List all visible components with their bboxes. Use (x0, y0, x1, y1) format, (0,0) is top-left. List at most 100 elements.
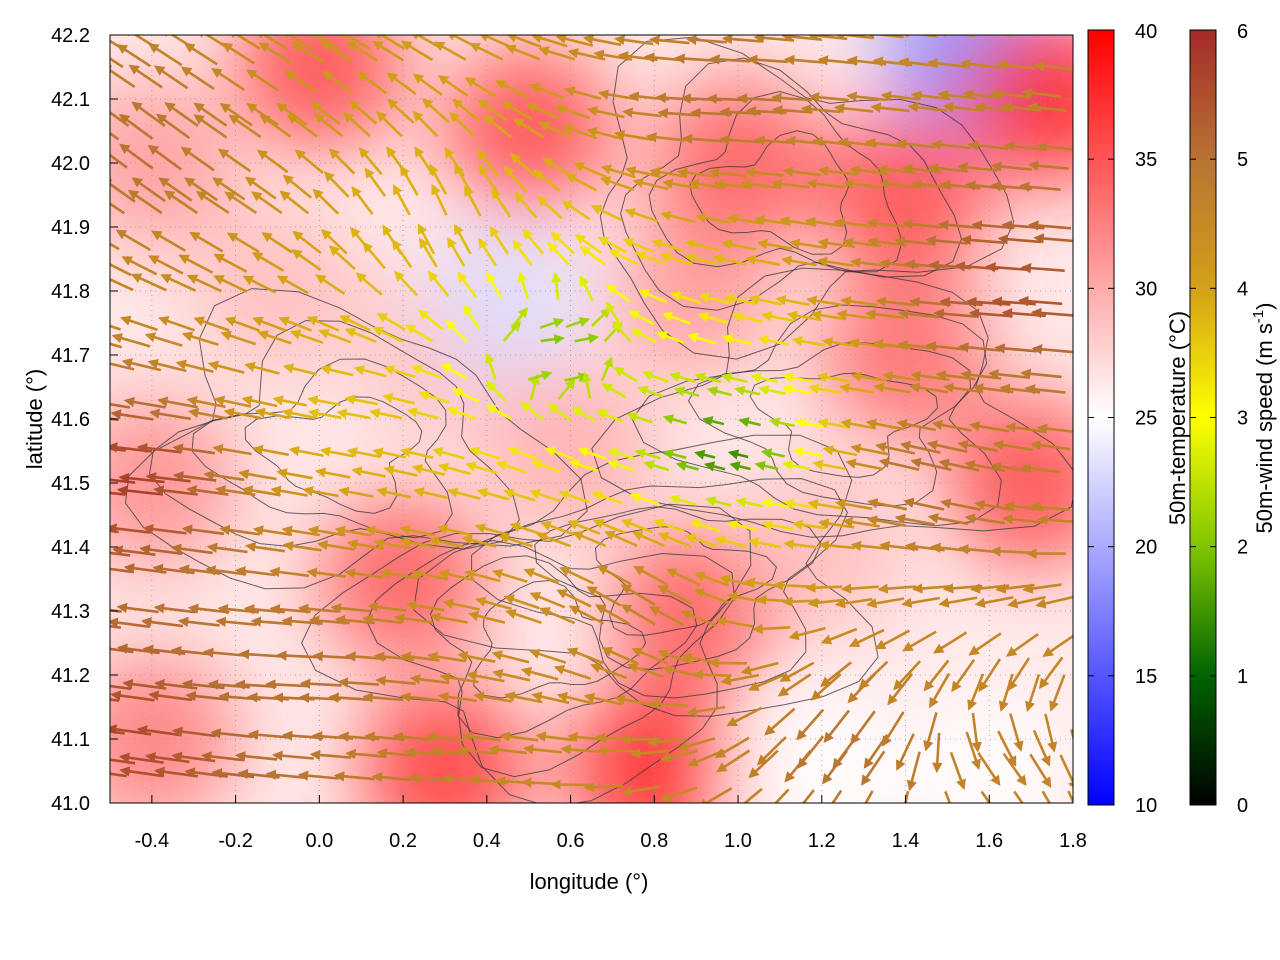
wind-arrow-209 (280, 35, 314, 51)
wind-arrow-118 (183, 42, 218, 66)
wind-arrow-736 (850, 371, 887, 383)
wind-arrow-166 (244, 361, 280, 375)
wind-arrow-576 (680, 610, 717, 627)
wind-arrow-465 (581, 371, 592, 399)
wind-arrow-806 (907, 102, 948, 113)
wind-arrow-924 (1027, 160, 1069, 171)
wind-colorbar-ticks: 0 1 2 3 4 5 6 (1190, 21, 1248, 817)
wind-arrow-9 (110, 551, 131, 557)
wind-arrow-604 (720, 673, 760, 686)
wind-arrow-583 (694, 449, 716, 460)
wind-arrow-431 (529, 489, 562, 503)
wind-arrow-887 (994, 343, 1038, 354)
wind-arrow-163 (252, 444, 290, 457)
wind-arrow-800 (904, 259, 946, 270)
wind-arrow-861 (960, 234, 1004, 246)
wind-arrow-923 (1018, 181, 1061, 192)
wind-arrow-139 (213, 275, 248, 293)
temperature-colorbar-tick-label-0: 10 (1135, 795, 1157, 817)
wind-arrow-366 (467, 610, 506, 624)
wind-arrow-282 (383, 465, 418, 477)
wind-arrow-463 (577, 447, 607, 460)
wind-arrow-188 (269, 566, 310, 578)
wind-arrow-473 (565, 173, 598, 192)
wind-arrow-442 (536, 195, 563, 220)
wind-arrow-112 (195, 191, 230, 214)
y-tick-label-0: 41.0 (51, 793, 90, 815)
y-tick-label-9: 41.9 (51, 217, 90, 239)
wind-arrow-615 (734, 385, 761, 396)
wind-arrow-481 (596, 745, 636, 756)
wind-arrow-672 (781, 460, 811, 471)
temperature-cell-1 (110, 398, 237, 568)
wind-arrow-779 (864, 35, 904, 39)
wind-arrow-191 (270, 485, 308, 497)
wind-arrow-739 (840, 296, 878, 307)
wind-arrow-720 (864, 790, 874, 803)
wind-arrow-207 (284, 70, 317, 93)
wind-arrow-540 (659, 786, 698, 802)
wind-arrow-280 (364, 525, 402, 537)
wind-arrow-603 (726, 706, 763, 727)
wind-arrow-413 (503, 165, 528, 193)
wind-arrow-266 (348, 99, 378, 125)
temperature-cell-2 (110, 78, 237, 248)
wind-arrow-921 (1033, 233, 1073, 244)
wind-arrow-433 (544, 446, 574, 460)
wind-arrow-108 (193, 316, 230, 332)
wind-arrow-140 (213, 253, 248, 273)
wind-arrow-602 (714, 736, 750, 759)
wind-arrow-399 (498, 533, 533, 548)
wind-arrow-414 (510, 152, 537, 178)
wind-arrow-298 (372, 40, 404, 62)
wind-arrow-524 (626, 412, 653, 424)
wind-arrow-464 (570, 406, 597, 423)
wind-arrow-292 (392, 184, 411, 216)
wind-arrow-723 (850, 710, 876, 745)
wind-arrow-705 (808, 383, 841, 395)
temperature-cell-20 (904, 686, 1073, 803)
wind-arrow-117 (180, 66, 215, 91)
wind-arrow-768 (865, 309, 904, 320)
wind-arrow-859 (966, 296, 1011, 308)
wind-arrow-294 (386, 146, 409, 176)
wind-arrow-326 (422, 98, 450, 124)
wind-arrow-843 (1009, 713, 1024, 752)
wind-arrow-200 (291, 249, 322, 271)
contour-1-1 (594, 526, 777, 636)
wind-arrow-322 (431, 183, 448, 216)
wind-arrow-348 (463, 304, 481, 330)
wind-arrow-319 (427, 270, 450, 298)
wind-arrow-786 (902, 630, 937, 652)
wind-arrow-645 (758, 384, 786, 396)
wind-arrow-572 (677, 737, 716, 752)
y-tick-label-11: 42.1 (51, 89, 90, 111)
wind-arrow-126 (215, 616, 258, 627)
wind-arrow-820 (927, 513, 969, 526)
wind-arrow-222 (314, 467, 351, 479)
wind-arrow-783 (923, 712, 938, 752)
wind-arrow-683 (771, 178, 810, 190)
wind-arrow-643 (760, 448, 785, 459)
wind-arrow-636 (752, 623, 791, 635)
wind-arrow-702 (812, 459, 846, 471)
wind-arrow-307 (405, 600, 445, 612)
wind-arrow-577 (693, 588, 730, 605)
wind-arrow-520 (620, 518, 654, 534)
wind-arrow-486 (594, 604, 631, 626)
wind-arrow-906 (1042, 634, 1073, 657)
wind-arrow-743 (843, 178, 883, 190)
wind-arrow-342 (437, 462, 471, 476)
x-tick-label-10: 1.6 (975, 830, 1003, 852)
wind-arrow-268 (346, 40, 379, 62)
wind-arrow-809 (898, 35, 938, 39)
wind-arrow-790 (894, 513, 936, 526)
wind-arrow-612 (729, 461, 751, 472)
wind-arrow-758 (877, 583, 917, 594)
wind-arrow-170 (251, 252, 285, 272)
wind-arrow-876 (1005, 633, 1039, 657)
wind-arrow-755 (893, 660, 922, 691)
wind-arrow-522 (643, 460, 670, 472)
wind-arrow-552 (675, 461, 700, 472)
